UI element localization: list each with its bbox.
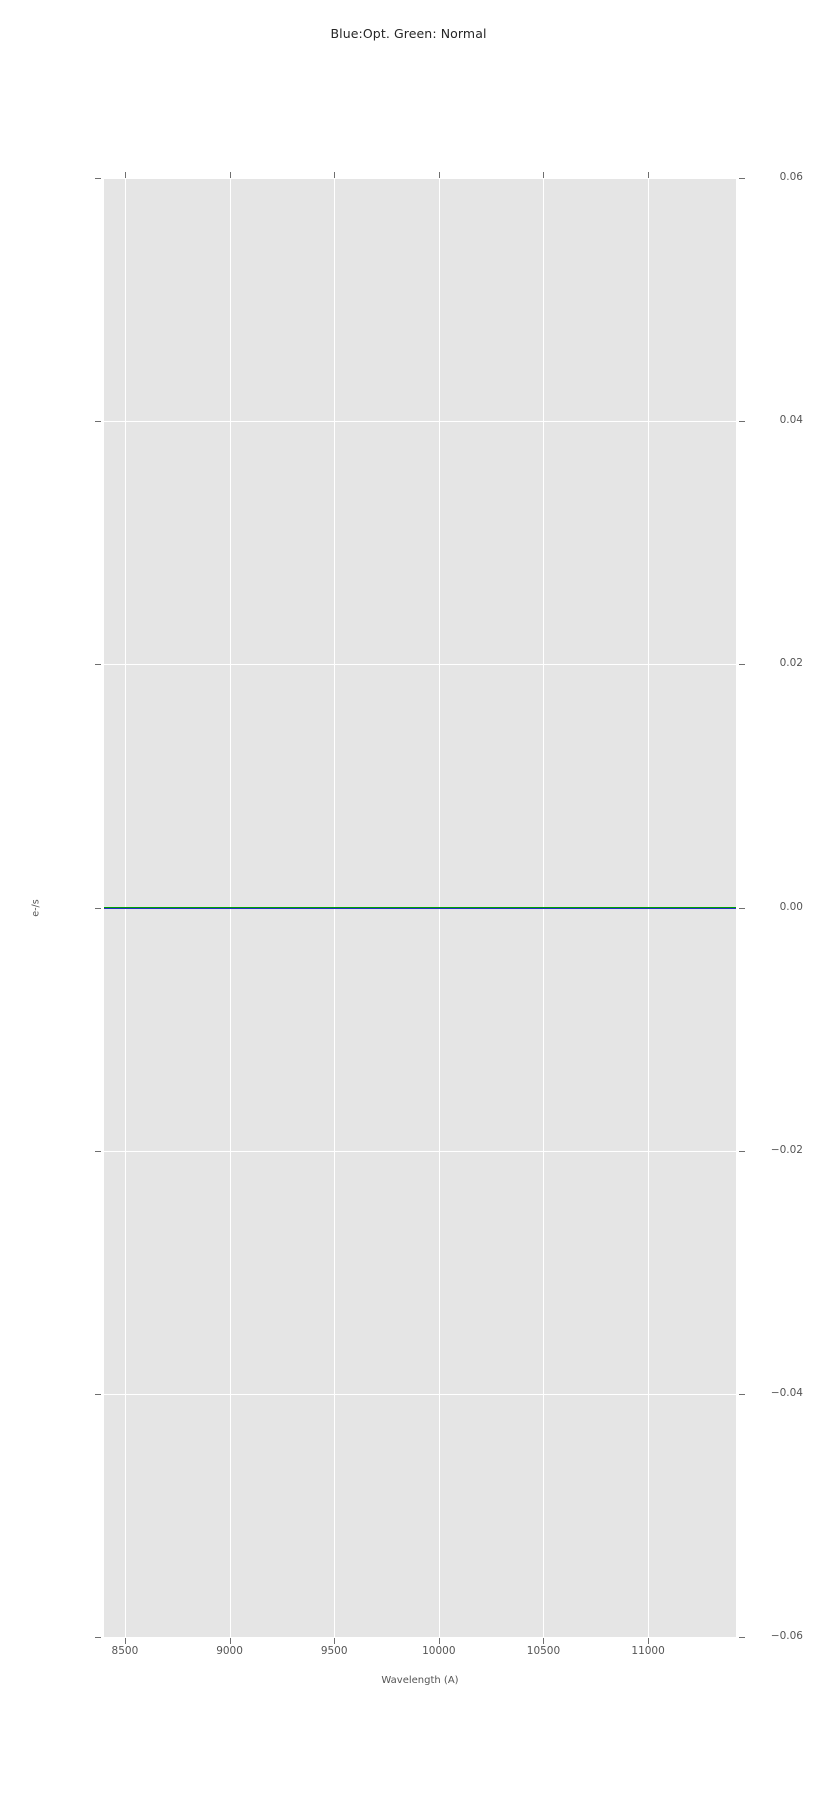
y-axis-label: e-/s	[30, 899, 42, 917]
page-title: Blue:Opt. Green: Normal	[330, 26, 487, 41]
gridline-horizontal	[104, 421, 736, 423]
y-tick-mark	[95, 421, 101, 423]
y-tick-label: −0.06	[770, 1630, 803, 1642]
y-tick-mark	[95, 1637, 101, 1638]
y-tick-mark	[95, 664, 101, 666]
y-tick-label: −0.04	[770, 1386, 803, 1399]
y-tick-label: 0.04	[779, 414, 803, 427]
y-tick-mark	[95, 1150, 101, 1152]
gridline-horizontal	[104, 1150, 736, 1152]
x-tick-label: 9500	[320, 1645, 348, 1657]
y-tick-mark	[739, 178, 745, 179]
x-tick-label: 9000	[216, 1645, 243, 1657]
y-tick-mark	[739, 421, 745, 423]
series-line[interactable]	[104, 907, 736, 908]
x-tick-mark	[438, 172, 440, 178]
x-tick-mark	[543, 1638, 545, 1644]
x-tick-mark	[229, 1638, 231, 1644]
y-tick-label: −0.02	[770, 1143, 803, 1156]
y-tick-mark	[739, 1637, 745, 1638]
y-tick-mark	[95, 907, 101, 909]
x-axis-label: Wavelength (A)	[381, 1675, 459, 1686]
x-tick-label: 8500	[111, 1645, 139, 1657]
plot-area[interactable]	[104, 178, 736, 1637]
y-tick-label: 0.06	[779, 171, 803, 183]
x-tick-mark	[438, 1638, 440, 1644]
gridline-horizontal	[104, 178, 736, 179]
y-tick-mark	[739, 664, 745, 666]
x-tick-label: 10000	[422, 1645, 456, 1657]
x-tick-mark	[229, 172, 231, 178]
y-tick-label: 0.02	[779, 657, 803, 670]
x-tick-mark	[334, 1638, 336, 1644]
x-tick-mark	[334, 172, 336, 178]
x-tick-label: 11000	[631, 1645, 665, 1657]
y-tick-mark	[95, 1393, 101, 1395]
gridline-horizontal	[104, 1393, 736, 1395]
x-tick-mark	[543, 172, 545, 178]
y-tick-label: 0.00	[779, 900, 803, 913]
y-tick-mark	[739, 1393, 745, 1395]
gridline-horizontal	[104, 664, 736, 666]
y-tick-mark	[95, 178, 101, 179]
x-tick-mark	[124, 172, 126, 178]
x-tick-mark	[648, 172, 650, 178]
x-tick-label: 10500	[526, 1645, 561, 1657]
y-tick-mark	[739, 907, 745, 909]
y-tick-mark	[739, 1150, 745, 1152]
x-tick-mark	[648, 1638, 650, 1644]
x-tick-mark	[124, 1638, 126, 1644]
